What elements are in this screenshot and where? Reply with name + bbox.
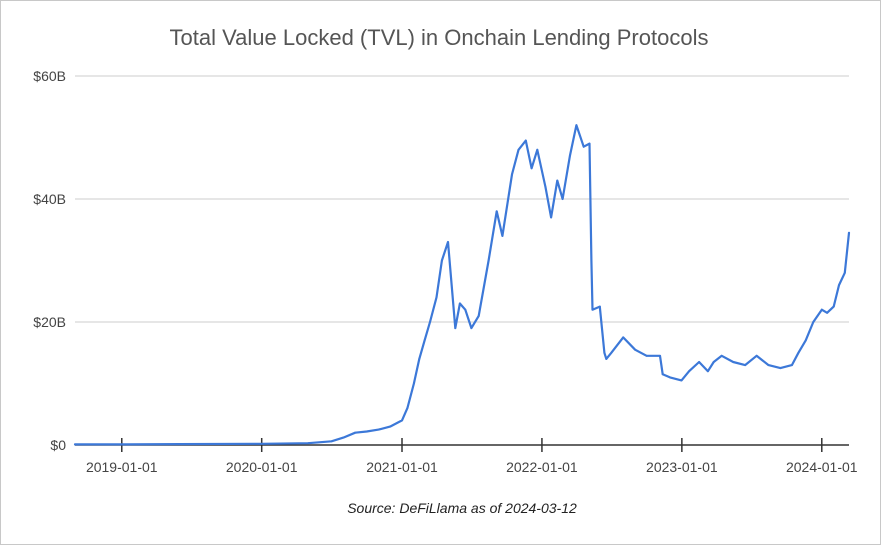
x-tick-label: 2024-01-01 [786,459,858,475]
y-axis-ticks: $0 $20B $40B $60B [33,68,66,453]
x-tick-label: 2023-01-01 [646,459,718,475]
data-point [441,259,443,262]
data-point [680,379,683,382]
data-point [820,308,823,311]
data-point [755,354,758,357]
data-point [812,321,815,323]
data-point [669,376,671,379]
x-tick-label: 2022-01-01 [506,459,578,475]
plot-area [73,124,851,446]
x-tick-label: 2019-01-01 [86,459,158,475]
data-point [843,271,846,274]
data-point [707,370,709,373]
data-point [511,173,513,176]
data-point [605,358,608,360]
x-tick-label: 2020-01-01 [226,459,298,475]
data-point [260,442,263,445]
y-tick-label: $40B [33,191,66,207]
data-point [501,235,504,237]
data-point [779,367,782,369]
series-line-tvl [73,124,851,446]
data-point [688,370,690,373]
data-point [610,351,613,354]
data-point [590,259,593,262]
data-point [178,443,181,445]
data-point [550,216,552,219]
source-note: Source: DeFiLlama as of 2024-03-12 [347,500,577,516]
data-point [487,259,490,262]
data-point [575,124,578,127]
data-point [712,361,715,363]
data-point [720,354,723,357]
data-point [832,305,835,308]
data-point [622,336,625,339]
data-point [698,361,700,363]
data-point [74,443,76,446]
chart-title: Total Value Locked (TVL) in Onchain Lend… [170,25,709,50]
data-point [354,431,357,434]
data-point [561,198,564,200]
data-point [569,155,571,157]
data-point [661,373,664,376]
data-point [536,148,539,151]
data-point [454,327,457,329]
data-point [848,231,850,234]
data-point [389,425,391,428]
data-point [423,339,426,342]
data-point [556,179,559,182]
data-point [838,284,840,286]
data-point [804,339,807,342]
y-tick-label: $60B [33,68,66,84]
data-point [459,302,461,305]
data-point [470,327,473,329]
data-point [544,185,547,188]
data-point [464,308,467,311]
data-point [401,419,403,422]
data-point [447,241,449,243]
data-point [435,296,438,299]
data-point [418,358,421,360]
data-point [377,428,380,431]
data-point [797,351,800,354]
data-point [603,351,606,354]
data-point [732,361,735,363]
data-point [495,210,498,213]
data-point [598,305,601,308]
data-point [659,354,661,357]
data-point [744,364,746,366]
data-point [591,308,594,311]
data-point [307,442,309,445]
data-point [826,311,828,314]
data-point [767,364,770,366]
data-point [342,436,345,439]
data-point [582,145,585,148]
data-point [530,167,533,170]
gridlines [75,75,849,323]
data-point [477,315,480,317]
data-point [645,354,648,357]
data-point [406,407,409,409]
y-tick-label: $0 [50,437,66,453]
data-point [791,364,793,366]
data-point [429,321,431,323]
data-point [588,142,591,145]
data-point [413,382,415,385]
data-point [120,443,123,446]
data-point [634,348,636,351]
data-point [365,430,368,433]
y-tick-label: $20B [33,314,66,330]
x-tick-label: 2021-01-01 [366,459,438,475]
data-point [517,148,520,151]
data-point [330,440,333,443]
data-point [524,139,527,142]
